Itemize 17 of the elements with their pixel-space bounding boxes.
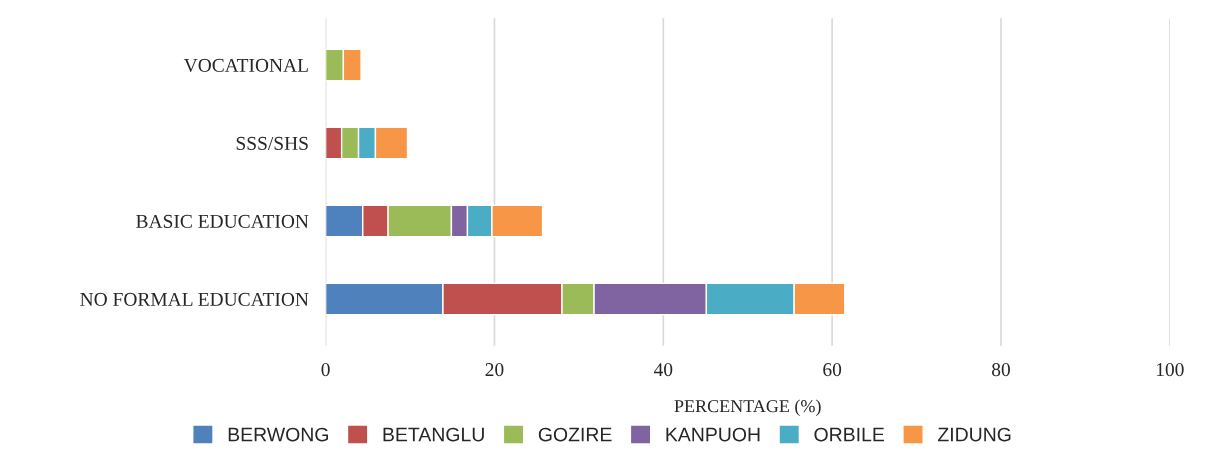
legend-label: BETANGLU bbox=[383, 427, 484, 442]
y-tick-label: BASIC EDUCATION bbox=[136, 214, 309, 228]
x-tick-label: 80 bbox=[992, 363, 1010, 377]
y-tick-label: NO FORMAL EDUCATION bbox=[80, 292, 309, 306]
legend-label: BERWONG bbox=[228, 427, 328, 442]
legend-label: ZIDUNG bbox=[937, 427, 1011, 442]
x-axis-title: PERCENTAGE (%) bbox=[674, 399, 821, 416]
legend-label: GOZIRE bbox=[538, 427, 612, 442]
x-tick-label: 100 bbox=[1156, 363, 1184, 377]
x-tick-label: 60 bbox=[823, 363, 842, 377]
x-tick-label: 40 bbox=[653, 363, 673, 377]
legend-label: ORBILE bbox=[814, 427, 885, 442]
x-tick-label: 20 bbox=[485, 363, 504, 377]
y-tick-label: VOCATIONAL bbox=[183, 58, 308, 73]
y-tick-label: SSS/SHS bbox=[236, 136, 308, 150]
x-tick-label: 0 bbox=[321, 363, 330, 377]
legend-label: KANPUOH bbox=[666, 427, 760, 442]
